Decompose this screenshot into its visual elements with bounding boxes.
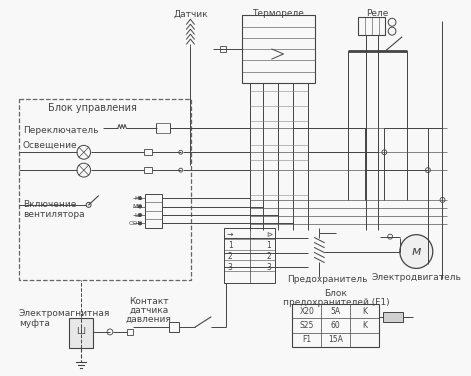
Text: предохранителей (F1): предохранителей (F1) (283, 298, 389, 307)
Text: LO: LO (135, 212, 143, 218)
Text: Датчик: Датчик (173, 9, 208, 18)
Text: Контакт: Контакт (129, 297, 169, 306)
Text: H1: H1 (134, 196, 143, 201)
Text: Электромагнитная: Электромагнитная (19, 309, 110, 318)
Text: Блок: Блок (325, 289, 347, 298)
Text: 1: 1 (228, 241, 233, 250)
Text: →: → (227, 230, 233, 239)
Text: Реле: Реле (366, 9, 389, 18)
Text: Освещение: Освещение (23, 140, 77, 149)
Bar (145, 194, 162, 228)
Text: 2: 2 (267, 252, 271, 261)
Bar (144, 149, 152, 155)
Text: Термореле: Термореле (252, 9, 304, 18)
Bar (358, 17, 385, 35)
Bar (128, 329, 133, 335)
Text: S25: S25 (300, 321, 314, 330)
Text: 1: 1 (267, 241, 271, 250)
Circle shape (139, 214, 141, 216)
Bar (220, 46, 226, 52)
Circle shape (139, 205, 141, 208)
Text: вентилятора: вентилятора (23, 210, 84, 219)
Text: Электродвигатель: Электродвигатель (371, 273, 461, 282)
Bar (242, 15, 315, 83)
Circle shape (73, 324, 89, 340)
Text: Включение: Включение (23, 200, 76, 209)
Bar (144, 167, 152, 173)
Bar (169, 322, 179, 332)
Circle shape (139, 197, 141, 199)
Text: 60: 60 (331, 321, 341, 330)
Text: F1: F1 (302, 335, 311, 344)
Bar (69, 318, 92, 348)
Circle shape (400, 235, 433, 268)
Text: K: K (362, 307, 367, 316)
Text: датчика: датчика (129, 306, 168, 315)
Text: м: м (412, 245, 421, 258)
Text: Предохранитель: Предохранитель (287, 275, 368, 284)
Text: 15A: 15A (328, 335, 343, 344)
Circle shape (139, 222, 141, 225)
Text: MO: MO (132, 204, 143, 209)
Text: 2: 2 (228, 252, 233, 261)
Bar (383, 312, 403, 322)
Text: 3: 3 (267, 263, 271, 272)
Text: 5A: 5A (331, 307, 341, 316)
Bar (292, 304, 380, 347)
Bar (19, 99, 191, 280)
Text: K: K (362, 321, 367, 330)
Text: 3: 3 (228, 263, 233, 272)
Text: X20: X20 (300, 307, 314, 316)
Text: Переключатель: Переключатель (23, 126, 98, 135)
Text: давления: давления (126, 315, 172, 324)
Text: муфта: муфта (19, 319, 50, 328)
Bar (224, 228, 275, 283)
Text: Блок управления: Блок управления (48, 103, 137, 113)
Text: ⊳: ⊳ (266, 230, 272, 239)
Text: Ш: Ш (76, 327, 85, 337)
Text: CON: CON (129, 221, 143, 226)
